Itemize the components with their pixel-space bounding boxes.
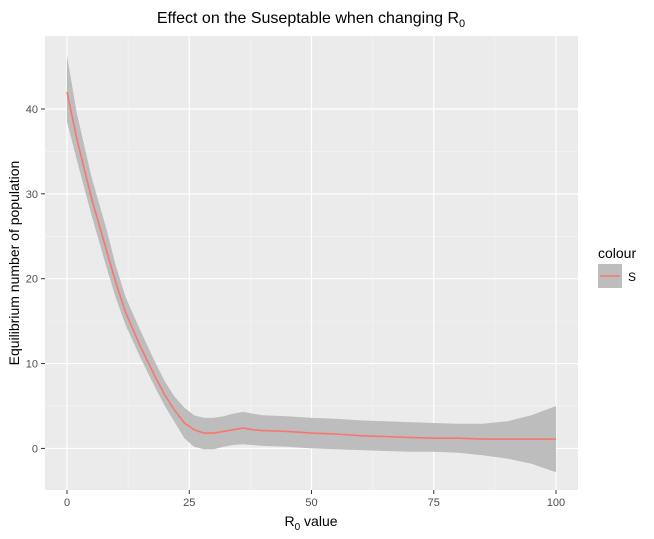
confidence-ribbon-layer xyxy=(67,55,556,473)
x-axis-ticks: 0 25 50 75 100 xyxy=(64,490,565,509)
confidence-ribbon xyxy=(67,55,556,473)
legend: colour S xyxy=(598,245,636,288)
legend-label-s: S xyxy=(628,270,636,284)
y-tick-label: 20 xyxy=(26,274,38,286)
x-tick-label: 50 xyxy=(305,497,317,509)
chart-title: Effect on the Suseptable when changing R… xyxy=(157,10,465,30)
x-tick-label: 100 xyxy=(547,497,565,509)
series-line-s xyxy=(66,91,556,440)
y-axis-ticks: 0 10 20 30 40 xyxy=(26,104,45,455)
x-tick-label: 25 xyxy=(183,497,195,509)
legend-title: colour xyxy=(598,245,636,261)
y-tick-label: 10 xyxy=(26,359,38,371)
x-tick-label: 75 xyxy=(428,497,440,509)
x-tick-label: 0 xyxy=(64,497,70,509)
y-tick-label: 30 xyxy=(26,189,38,201)
series-line-layer xyxy=(66,91,556,440)
y-axis-title: Equilibrium number of population xyxy=(6,161,22,366)
y-tick-label: 0 xyxy=(32,443,38,455)
major-gridlines xyxy=(45,36,578,490)
x-axis-title: R0 value xyxy=(284,513,337,533)
y-tick-label: 40 xyxy=(26,104,38,116)
